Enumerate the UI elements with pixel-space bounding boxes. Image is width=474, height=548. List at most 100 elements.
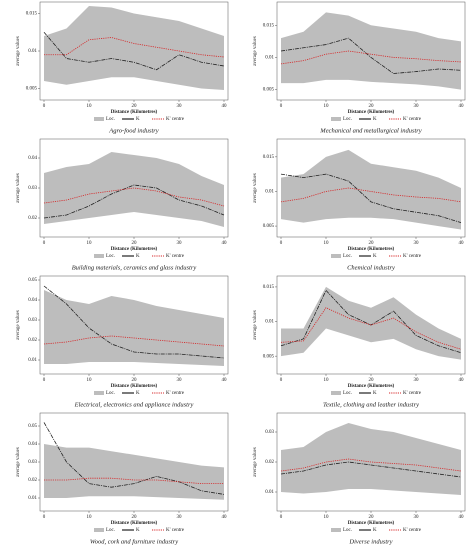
series-line [43, 184, 225, 219]
x-tick-label: 30 [414, 378, 420, 383]
series-line [280, 37, 462, 74]
legend-label: K [373, 391, 377, 396]
series-line [280, 187, 462, 203]
x-tick-label: 0 [43, 515, 46, 520]
y-tick-label: 0.015 [263, 155, 275, 160]
x-tick-label: 30 [177, 378, 183, 383]
x-tick-label: 40 [459, 378, 465, 383]
series-line [43, 31, 225, 71]
y-tick-label: 0.01 [265, 190, 274, 195]
caption: Wood, cork and furniture industry [90, 538, 178, 545]
x-tick-label: 0 [280, 515, 283, 520]
legend-label: K [136, 391, 140, 396]
confidence-band [44, 444, 224, 500]
legend-label: K' centre [403, 391, 422, 396]
caption: Chemical industry [347, 264, 395, 271]
caption: Electrical, electronics and appliance in… [74, 401, 194, 408]
x-tick-label: 40 [222, 378, 228, 383]
y-axis-label: average values [253, 310, 258, 340]
x-tick-label: 40 [459, 515, 465, 520]
x-tick-label: 20 [369, 104, 375, 109]
x-tick-label: 0 [43, 241, 46, 246]
y-tick-label: 0.01 [28, 358, 37, 363]
legend-label: Loc. [106, 528, 115, 533]
x-tick-label: 20 [369, 241, 375, 246]
caption: Agro-food industry [108, 127, 159, 134]
y-tick-label: 0.03 [28, 460, 37, 465]
confidence-band [281, 149, 461, 230]
series-line [43, 335, 225, 347]
x-tick-label: 20 [132, 241, 138, 246]
x-axis-label: Distance (Kilometres) [348, 110, 395, 115]
y-tick-label: 0.01 [265, 490, 274, 495]
series-line [43, 285, 225, 359]
x-axis-label: Distance (Kilometres) [348, 247, 395, 252]
y-tick-label: 0.015 [26, 12, 38, 17]
y-tick-label: 0.01 [265, 56, 274, 61]
legend-label: K [136, 528, 140, 533]
confidence-band [44, 290, 224, 366]
x-tick-label: 30 [414, 104, 420, 109]
legend-swatch [94, 391, 104, 395]
legend-label: K [136, 254, 140, 259]
y-tick-label: 0.03 [265, 430, 274, 435]
y-tick-label: 0.005 [263, 88, 275, 93]
legend-label: Loc. [106, 391, 115, 396]
x-tick-label: 10 [324, 104, 330, 109]
x-tick-label: 0 [280, 104, 283, 109]
confidence-band [281, 286, 461, 360]
legend-swatch [94, 117, 104, 121]
y-tick-label: 0.02 [265, 460, 274, 465]
legend-swatch [331, 391, 341, 395]
x-tick-label: 20 [132, 104, 138, 109]
y-tick-label: 0.01 [28, 496, 37, 501]
y-axis-label: average values [253, 447, 258, 477]
legend-label: Loc. [106, 254, 115, 259]
x-axis-label: Distance (Kilometres) [111, 384, 158, 389]
series-line [280, 173, 462, 223]
y-tick-label: 0.04 [28, 156, 37, 161]
y-axis-label: average values [16, 173, 21, 203]
series-line [44, 37, 225, 58]
legend-label: Loc. [343, 254, 352, 259]
legend-label: K' centre [166, 391, 185, 396]
y-tick-label: 0.015 [263, 23, 275, 28]
series-line [280, 458, 462, 472]
x-axis-label: Distance (Kilometres) [348, 384, 395, 389]
y-tick-label: 0.02 [28, 338, 37, 343]
y-axis-label: average values [16, 447, 21, 477]
x-tick-label: 20 [132, 378, 138, 383]
y-tick-label: 0.005 [263, 354, 275, 359]
x-tick-label: 40 [222, 241, 228, 246]
legend-label: Loc. [106, 117, 115, 122]
x-tick-label: 10 [324, 241, 330, 246]
y-tick-label: 0.03 [28, 318, 37, 323]
x-tick-label: 0 [43, 104, 46, 109]
x-tick-label: 40 [459, 241, 465, 246]
legend-label: K' centre [403, 528, 422, 533]
legend-label: Loc. [343, 528, 352, 533]
legend-label: K [373, 117, 377, 122]
y-tick-label: 0.01 [28, 49, 37, 54]
legend-label: K' centre [403, 254, 422, 259]
x-tick-label: 10 [87, 241, 93, 246]
caption: Diverse industry [348, 538, 392, 545]
y-axis-label: average values [16, 310, 21, 340]
y-axis-label: average values [253, 173, 258, 203]
x-axis-label: Distance (Kilometres) [111, 110, 158, 115]
series-line [280, 307, 462, 350]
legend-swatch [94, 528, 104, 532]
x-axis-label: Distance (Kilometres) [348, 521, 395, 526]
x-tick-label: 30 [177, 241, 183, 246]
legend-label: K [373, 528, 377, 533]
legend-swatch [331, 117, 341, 121]
series-line [280, 50, 462, 65]
legend-swatch [94, 254, 104, 258]
y-tick-label: 0.005 [263, 224, 275, 229]
caption: Mechanical and metallurgical industry [319, 127, 422, 134]
confidence-band [44, 152, 224, 227]
caption: Textile, clothing and leather industry [323, 401, 419, 408]
x-tick-label: 0 [43, 378, 46, 383]
legend-label: K [136, 117, 140, 122]
